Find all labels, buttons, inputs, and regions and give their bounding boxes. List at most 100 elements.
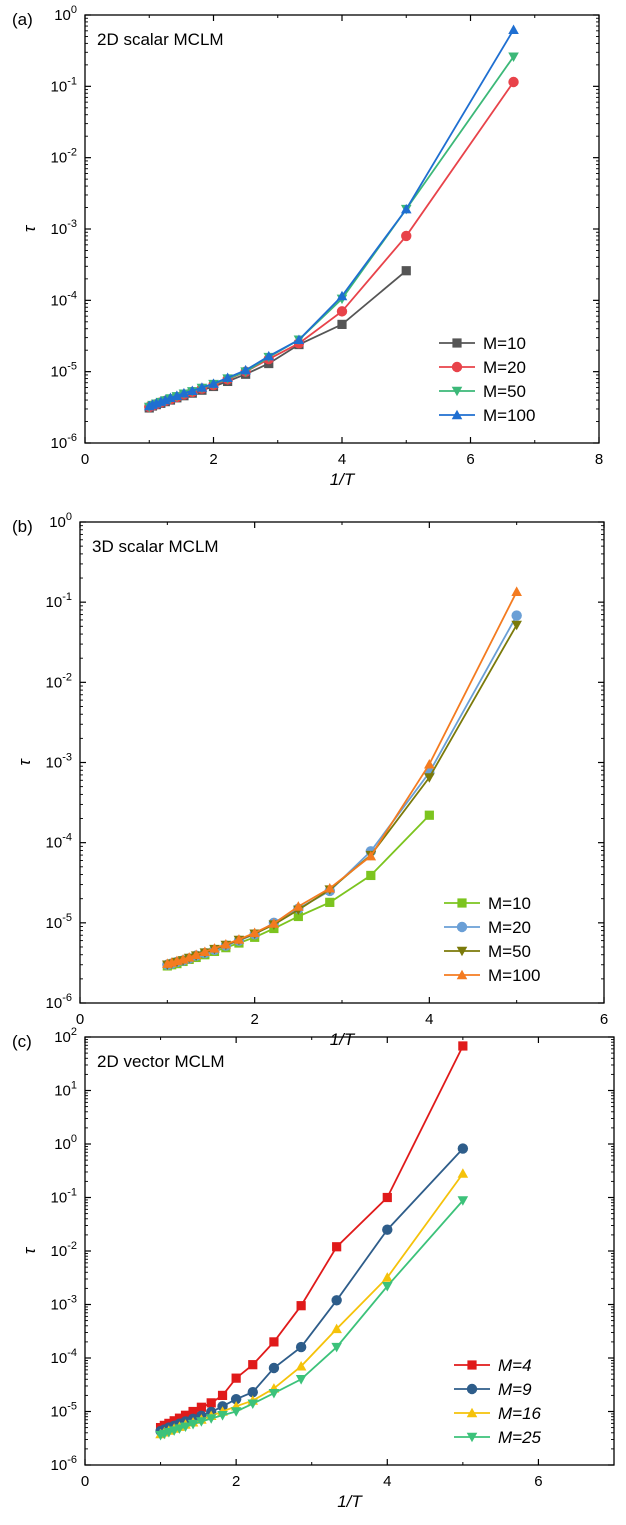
legend: M=10 M=20 M=50 M=100 (439, 334, 535, 425)
series-0 (155, 1041, 468, 1433)
y-tick-label: 10-3 (51, 1294, 77, 1314)
data-point (295, 1341, 307, 1353)
data-point (424, 758, 435, 769)
data-point (336, 290, 348, 301)
legend-entry: M=4 (498, 1356, 532, 1375)
data-point (171, 390, 183, 400)
data-point (400, 203, 412, 214)
plot-frame (84, 1036, 615, 1466)
y-tick-label: 101 (54, 1080, 77, 1100)
y-tick-label: 10-2 (51, 1240, 77, 1260)
y-tick-label: 10-5 (51, 361, 77, 381)
chart-panel-1: 0 2 4 6 10-6 10-5 10-4 10-3 10-2 10-1 100 (b) 3D sca… (12, 511, 608, 1049)
legend-entry: M=10 (483, 334, 526, 353)
chart-title: 2D scalar MCLM (97, 30, 224, 49)
y-tick-label: 10-2 (51, 147, 77, 167)
y-tick-label: 10-4 (46, 832, 72, 852)
series-line (148, 81, 515, 408)
panel-label: (c) (12, 1032, 32, 1051)
legend-marker (456, 969, 468, 980)
legend-entry: M=100 (488, 966, 540, 985)
series-1 (144, 76, 519, 413)
data-point (268, 1388, 280, 1399)
y-tick-label: 100 (54, 1133, 77, 1153)
y-tick-label: 10-1 (51, 1187, 77, 1207)
series-3 (155, 1196, 469, 1441)
panel-label: (a) (12, 10, 33, 29)
data-point (190, 949, 202, 959)
y-tick-label: 10-6 (46, 992, 72, 1012)
series-line (148, 56, 515, 408)
data-point (295, 1375, 307, 1385)
data-point (325, 897, 335, 907)
legend-marker (457, 898, 467, 908)
data-point (508, 76, 519, 88)
series-1 (162, 610, 522, 970)
legend-entry: M=10 (488, 894, 531, 913)
legend-marker (466, 1407, 478, 1418)
x-tick-label: 0 (76, 1011, 84, 1028)
data-point (268, 1362, 280, 1374)
data-point (331, 1323, 342, 1334)
data-point (424, 810, 434, 820)
data-point (401, 266, 411, 276)
legend-marker (456, 921, 468, 933)
data-point (188, 1406, 198, 1417)
data-point (199, 946, 211, 957)
data-point (331, 1342, 342, 1353)
y-tick-label: 10-1 (51, 75, 77, 95)
data-point (296, 1301, 306, 1311)
data-point (401, 230, 412, 242)
legend-entry: M=9 (498, 1380, 532, 1399)
data-point (366, 870, 376, 881)
y-tick-label: 10-5 (46, 912, 72, 932)
data-point (187, 385, 198, 395)
series-line (167, 624, 518, 966)
panel-label: (b) (12, 517, 33, 536)
data-point (269, 1337, 279, 1347)
x-tick-label: 4 (425, 1011, 433, 1028)
series-3 (162, 586, 522, 968)
data-point (331, 1295, 342, 1306)
legend-marker (467, 1360, 477, 1370)
data-point (196, 1417, 207, 1427)
y-axis-label: τ (20, 224, 39, 232)
data-point (180, 1410, 191, 1420)
data-point (183, 952, 195, 962)
data-point (209, 943, 220, 953)
data-point (458, 1041, 468, 1051)
data-point (208, 378, 219, 388)
data-point (457, 1143, 469, 1154)
series-2 (155, 1168, 469, 1439)
data-point (230, 1407, 242, 1417)
y-tick-label: 102 (54, 1026, 77, 1046)
series-line (160, 1173, 464, 1435)
x-tick-label: 2 (232, 1473, 240, 1490)
x-tick-label: 2 (250, 1011, 258, 1028)
data-point (240, 364, 251, 375)
data-point (233, 934, 245, 944)
legend-marker (451, 409, 463, 420)
data-point (508, 24, 519, 35)
data-point (231, 1373, 241, 1383)
y-tick-label: 10-4 (51, 289, 77, 309)
data-point (337, 319, 347, 329)
x-axis-label: 1/T (330, 470, 356, 489)
series-line (167, 615, 518, 966)
y-tick-label: 10-2 (46, 671, 72, 691)
legend-entry: M=20 (488, 918, 531, 937)
data-point (293, 901, 304, 911)
data-point (217, 1390, 228, 1400)
data-point (511, 620, 522, 631)
legend-entry: M=20 (483, 358, 526, 377)
data-point (248, 1360, 258, 1370)
y-tick-label: 10-4 (51, 1347, 77, 1367)
x-tick-label: 6 (466, 451, 474, 468)
x-tick-label: 6 (600, 1011, 608, 1028)
data-point (295, 1360, 307, 1371)
legend-marker (456, 946, 468, 957)
data-point (220, 938, 232, 949)
y-tick-label: 100 (54, 4, 77, 24)
